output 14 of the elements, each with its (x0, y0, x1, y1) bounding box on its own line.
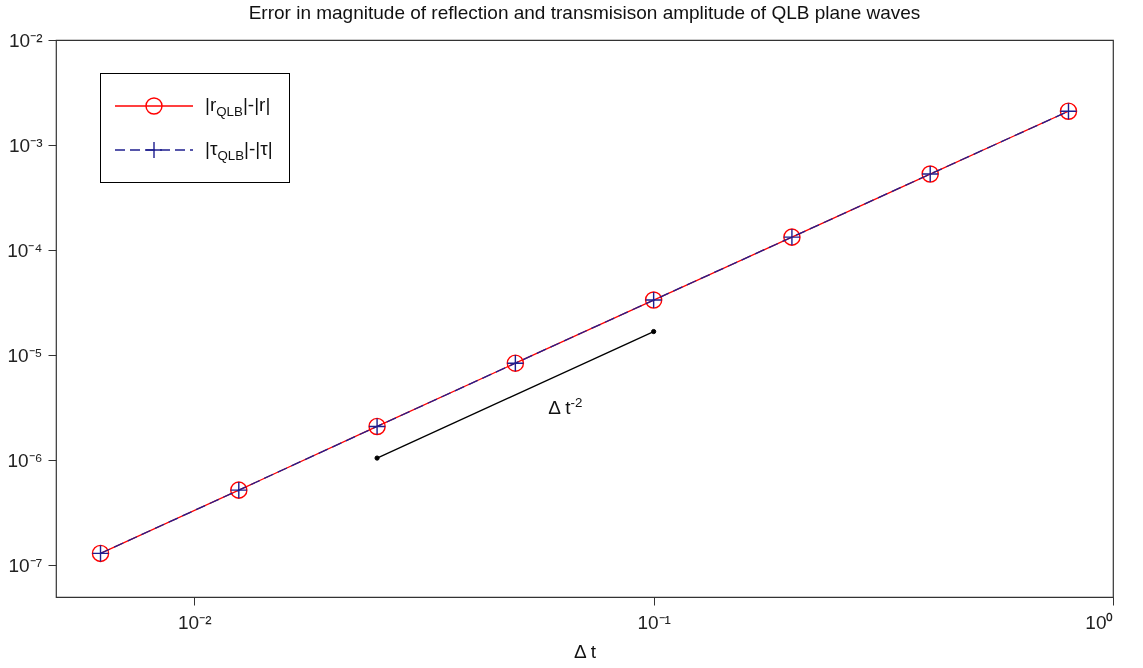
x-tick-label: 10⁰ (1085, 611, 1114, 633)
annotation: Δ t$^{-2}$ (548, 394, 583, 419)
legend-label: |τ$_{QLB}$|-|τ| (205, 137, 273, 163)
y-tick-label: 10⁻² (9, 29, 43, 51)
y-tick-label: 10⁻³ (9, 134, 43, 156)
y-tick-label: 10⁻⁴ (7, 239, 43, 261)
legend-label: |r$_{QLB}$|-|r| (205, 93, 271, 119)
x-tick-label: 10⁻² (178, 611, 212, 633)
y-tick-label: 10⁻⁵ (7, 344, 43, 366)
y-tick-label: 10⁻⁶ (7, 449, 43, 471)
x-axis-title: Δ t (573, 640, 597, 662)
x-tick-label: 10⁻¹ (637, 611, 671, 633)
y-tick-label: 10⁻⁷ (8, 554, 43, 576)
chart-title: Error in magnitude of reflection and transmisison amplitude of QLB plane waves (248, 2, 921, 23)
